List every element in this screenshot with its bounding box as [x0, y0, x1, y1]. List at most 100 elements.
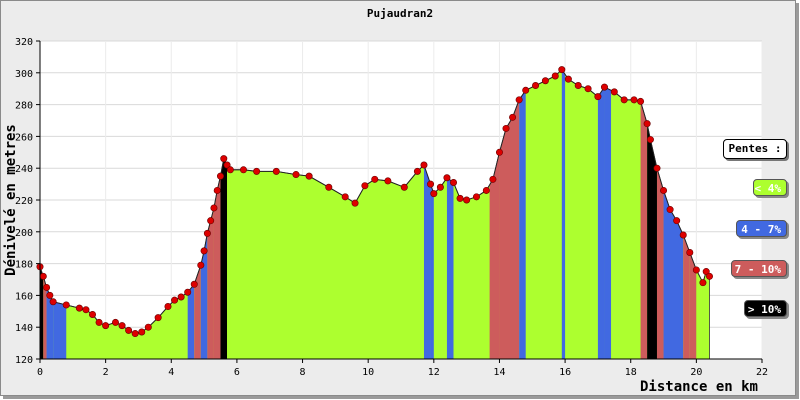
- data-point: [272, 167, 280, 175]
- y-tick-label: 180: [15, 260, 33, 271]
- x-tick-label: 14: [493, 367, 505, 378]
- slope-band-moderate: [597, 87, 605, 360]
- data-point: [630, 96, 638, 104]
- slope-band-gentle: [227, 165, 231, 359]
- data-point: [292, 171, 300, 179]
- data-point: [371, 175, 379, 183]
- data-point: [82, 306, 90, 314]
- x-tick-labels: 0 2 4 6 8 10 12 14 16 18 20 22: [37, 367, 768, 378]
- x-tick-label: 22: [756, 367, 768, 378]
- data-point: [502, 124, 510, 132]
- data-point: [144, 323, 152, 331]
- data-point: [420, 161, 428, 169]
- slope-band-moderate: [519, 90, 526, 359]
- data-point: [666, 206, 674, 214]
- data-point: [646, 136, 654, 144]
- data-point: [351, 199, 359, 207]
- data-point: [594, 93, 602, 101]
- data-point: [43, 283, 51, 291]
- data-point: [692, 266, 700, 274]
- slope-band-steep: [213, 176, 221, 359]
- data-point: [699, 279, 707, 287]
- data-point: [118, 322, 126, 330]
- x-tick-label: 6: [234, 367, 240, 378]
- slope-band-steep: [194, 265, 201, 359]
- data-point: [200, 247, 208, 255]
- data-point: [190, 280, 198, 288]
- data-point: [643, 120, 651, 128]
- x-axis-label: Distance en km: [640, 379, 758, 395]
- data-point: [210, 204, 218, 212]
- data-point: [171, 296, 179, 304]
- data-point: [702, 268, 710, 276]
- data-point: [226, 166, 234, 174]
- data-point: [131, 330, 139, 338]
- data-point: [443, 174, 451, 182]
- data-point: [679, 231, 687, 239]
- slope-band-steep: [499, 99, 520, 359]
- data-point: [213, 186, 221, 194]
- data-point: [495, 148, 503, 156]
- data-point: [436, 183, 444, 191]
- data-point: [223, 161, 231, 169]
- data-point: [341, 193, 349, 201]
- slope-band-steep: [689, 252, 697, 359]
- slope-band-steep: [656, 168, 664, 359]
- profile-points: [36, 66, 713, 338]
- data-point: [551, 72, 559, 80]
- data-point: [522, 86, 530, 94]
- x-tick-label: 16: [559, 367, 571, 378]
- data-point: [673, 217, 681, 225]
- data-point: [239, 166, 247, 174]
- x-tick-label: 8: [300, 367, 306, 378]
- legend-item-moderate: 4 - 7%: [736, 220, 787, 237]
- data-point: [203, 229, 211, 237]
- x-tick-label: 2: [103, 367, 109, 378]
- data-point: [600, 83, 608, 91]
- slope-band-moderate: [53, 301, 67, 359]
- x-tick-label: 12: [428, 367, 440, 378]
- slope-band-steep: [683, 234, 690, 359]
- y-tick-label: 240: [15, 164, 33, 175]
- data-point: [164, 303, 172, 311]
- data-point: [95, 318, 103, 326]
- data-point: [686, 248, 694, 256]
- x-tick-label: 4: [168, 367, 174, 378]
- y-tick-label: 120: [15, 355, 33, 366]
- chart-title: Pujaudran2: [367, 7, 433, 20]
- data-point: [197, 261, 205, 269]
- data-point: [463, 196, 471, 204]
- data-point: [450, 179, 458, 187]
- data-point: [515, 96, 523, 104]
- data-point: [532, 82, 540, 90]
- data-point: [541, 77, 549, 85]
- slope-bands: [40, 69, 703, 360]
- data-point: [75, 304, 83, 312]
- data-point: [125, 326, 133, 334]
- data-point: [184, 288, 192, 296]
- y-tick-label: 220: [15, 196, 33, 207]
- x-tick-label: 18: [625, 367, 637, 378]
- y-tick-label: 140: [15, 323, 33, 334]
- data-point: [325, 183, 333, 191]
- y-tick-label: 200: [15, 228, 33, 239]
- slope-band-moderate: [430, 184, 434, 359]
- data-point: [154, 314, 162, 322]
- legend-title: Pentes :: [723, 139, 787, 159]
- slope-band-moderate: [187, 284, 195, 359]
- data-point: [46, 291, 54, 299]
- slope-band-moderate: [46, 287, 54, 359]
- data-point: [660, 186, 668, 194]
- data-point: [305, 172, 313, 180]
- data-point: [705, 272, 713, 280]
- slope-band-moderate: [663, 190, 684, 359]
- y-tick-label: 300: [15, 69, 33, 80]
- slope-band-moderate: [604, 87, 612, 360]
- legend-item-very-steep: > 10%: [744, 300, 787, 317]
- data-point: [384, 177, 392, 185]
- data-point: [430, 190, 438, 198]
- y-tick-labels: 120 140 160 180 200 220 240 260 280 300 320: [15, 37, 33, 366]
- data-point: [558, 66, 566, 74]
- data-point: [89, 310, 97, 318]
